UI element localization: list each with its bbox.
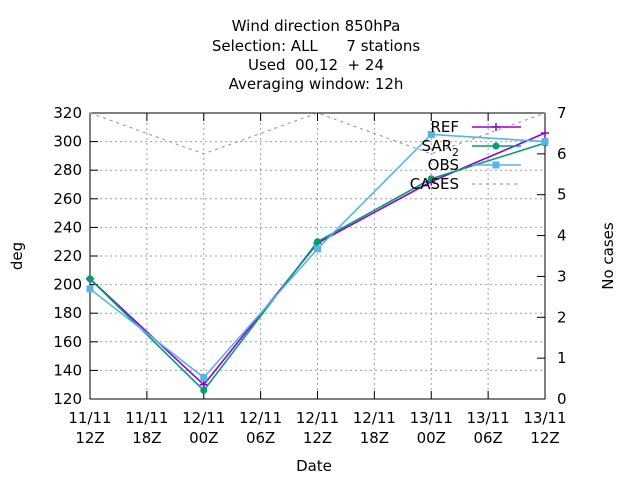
y-tick-label: 140	[53, 361, 82, 379]
data-point	[200, 374, 208, 382]
data-point	[541, 129, 549, 138]
x-tick-label-hour: 12Z	[303, 429, 332, 447]
x-tick-label-hour: 06Z	[246, 429, 275, 447]
title-line-2: Selection: ALL 7 stations	[212, 37, 420, 55]
legend-entry: OBS	[428, 156, 521, 174]
plot-border	[89, 112, 546, 400]
legend-label-subscript: 2	[452, 146, 459, 159]
legend-marker	[492, 142, 500, 150]
y2-tick-label: 7	[557, 104, 567, 122]
series-obs	[86, 130, 549, 382]
data-point	[541, 138, 549, 146]
y-tick-label: 240	[53, 218, 82, 236]
series-layer	[86, 112, 549, 394]
y2-tick-label: 0	[557, 390, 567, 408]
x-tick-label-date: 13/11	[523, 409, 566, 427]
x-tick-label-hour: 12Z	[530, 429, 559, 447]
legend-label: CASES	[410, 175, 459, 193]
x-tick-label-date: 12/11	[353, 409, 396, 427]
y2-tick-label: 4	[557, 227, 567, 245]
y2-axis-label: No cases	[599, 222, 617, 290]
title-line-3: Used 00,12 + 24	[248, 56, 384, 74]
data-point	[427, 130, 435, 138]
x-tick-label-date: 12/11	[182, 409, 225, 427]
x-tick-label-date: 11/11	[125, 409, 168, 427]
legend-label: SAR2	[422, 137, 459, 159]
y2-tick-label: 2	[557, 308, 567, 326]
x-tick-label-hour: 12Z	[75, 429, 104, 447]
x-tick-label-hour: 06Z	[473, 429, 502, 447]
y-tick-label: 160	[53, 333, 82, 351]
data-point	[200, 386, 208, 394]
y-tick-label: 320	[53, 104, 82, 122]
series-sar-2	[86, 139, 549, 394]
y-tick-label: 300	[53, 133, 82, 151]
y2-tick-label: 5	[557, 186, 567, 204]
x-tick-label-hour: 00Z	[417, 429, 446, 447]
y-tick-label: 220	[53, 247, 82, 265]
x-tick-label-hour: 00Z	[189, 429, 218, 447]
x-tick-label-date: 13/11	[410, 409, 453, 427]
y-tick-label: 260	[53, 190, 82, 208]
data-point	[86, 285, 94, 293]
y-tick-label: 280	[53, 161, 82, 179]
x-tick-label-hour: 18Z	[132, 429, 161, 447]
y-tick-label: 200	[53, 276, 82, 294]
data-point	[314, 245, 321, 253]
legend-label: REF	[430, 118, 459, 136]
legend-marker	[492, 123, 500, 131]
legend-entry: CASES	[410, 175, 521, 193]
legend-marker	[492, 161, 500, 169]
y-tick-label: 180	[53, 304, 82, 322]
y2-tick-label: 6	[557, 145, 567, 163]
data-point	[427, 175, 435, 183]
axes: 120 140 160 180 200 220 240 260 280 300 320 0 1 2 3 4 5 6…	[53, 104, 566, 447]
legend-label: OBS	[428, 156, 459, 174]
data-point	[314, 238, 321, 246]
x-tick-label-date: 13/11	[467, 409, 510, 427]
x-tick-label-date: 12/11	[296, 409, 339, 427]
chart-title: Wind direction 850hPa Selection: ALL 7 s…	[212, 17, 420, 93]
title-line-4: Averaging window: 12h	[229, 75, 404, 93]
y-axis-label: deg	[8, 242, 26, 270]
y2-tick-label: 1	[557, 349, 567, 367]
x-tick-label-hour: 18Z	[360, 429, 389, 447]
y2-tick-label: 3	[557, 267, 567, 285]
x-tick-label-date: 11/11	[68, 409, 111, 427]
grid	[90, 113, 545, 399]
y-tick-label: 120	[53, 390, 82, 408]
title-line-1: Wind direction 850hPa	[232, 17, 401, 35]
legend-entry: SAR2	[422, 137, 521, 159]
data-point	[86, 275, 94, 283]
x-tick-label-date: 12/11	[239, 409, 282, 427]
legend-entry: REF	[430, 118, 521, 136]
x-axis-label: Date	[296, 457, 332, 475]
